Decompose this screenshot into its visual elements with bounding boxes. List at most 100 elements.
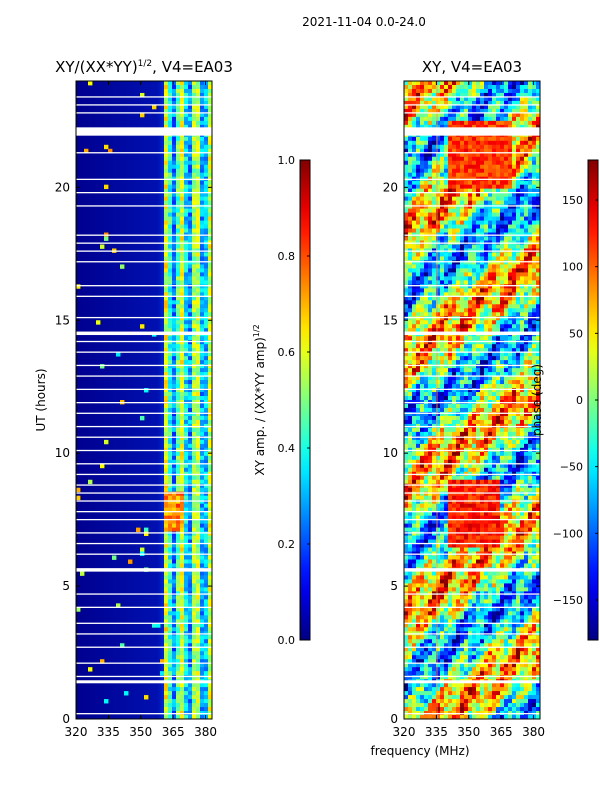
panel2-heatmap-cell (420, 300, 425, 305)
panel2-heatmap-cell (472, 415, 477, 421)
panel1-heatmap-cell (184, 96, 189, 102)
panel2-heatmap-cell (520, 244, 525, 249)
panel2-heatmap-cell (524, 407, 529, 413)
panel1-heatmap-cell (188, 515, 193, 521)
panel1-heatmap-cell (192, 431, 197, 437)
panel2-heatmap-cell (440, 368, 445, 373)
panel1-heatmap-cell (184, 164, 189, 170)
panel2-heatmap-cell (440, 352, 445, 357)
panel1-x-axis: 320 335 350 365 380 (65, 81, 217, 739)
panel2-heatmap-cell (520, 188, 525, 194)
panel2-heatmap-cell (408, 92, 413, 98)
panel1-heatmap-cell (128, 559, 133, 564)
panel2-heatmap-cell (480, 92, 485, 98)
panel1-heatmap-cell (200, 104, 205, 110)
panel2-heatmap-cell (440, 160, 445, 166)
panel2-heatmap-cell (492, 288, 497, 293)
panel2-heatmap-cell (444, 136, 449, 142)
panel1-heatmap-cell (208, 671, 212, 676)
panel1-heatmap-cell (176, 675, 181, 680)
panel2-heatmap-cell (524, 320, 529, 325)
panel2-heatmap-cell (488, 188, 493, 194)
panel1-colorbar-label: XY amp. / (XX*YY amp)1/2 (252, 324, 267, 475)
panel2-heatmap-cell (500, 100, 505, 106)
panel2-heatmap-cell (520, 312, 525, 317)
panel1-heatmap-cell (188, 419, 193, 425)
panel2-heatmap-cell (420, 172, 425, 178)
panel2-heatmap-cell (428, 304, 433, 309)
panel2-heatmap-cell (464, 272, 469, 277)
panel1-flagged-row (76, 96, 212, 98)
panel1-colorbar-tick-label: 1.0 (278, 154, 296, 167)
panel1-heatmap-cell (188, 495, 193, 501)
panel1-heatmap-cell (196, 531, 201, 536)
panel2-heatmap-cell (444, 92, 449, 98)
panel2-heatmap-cell (432, 152, 437, 158)
panel1-heatmap-cell (164, 643, 169, 648)
panel1-heatmap-cell (208, 244, 212, 249)
panel1-heatmap-cell (208, 236, 212, 241)
panel2-heatmap-cell (436, 276, 441, 281)
panel2-heatmap-cell (516, 407, 521, 413)
panel2-heatmap-cell (500, 272, 505, 277)
panel1-heatmap-cell (208, 256, 212, 261)
panel1-heatmap-cell (196, 144, 201, 150)
panel2-heatmap-cell (528, 300, 533, 305)
panel1-heatmap-cell (208, 515, 212, 521)
panel2-heatmap-cell (428, 204, 433, 209)
panel2-heatmap-cell (428, 120, 433, 126)
panel2-heatmap-cell (412, 292, 417, 297)
panel2-heatmap-cell (468, 344, 473, 349)
panel1-heatmap-cell (208, 180, 212, 186)
panel1-heatmap-cell (176, 96, 181, 102)
panel2-heatmap-cell (472, 136, 477, 142)
panel1-heatmap-cell (156, 623, 161, 628)
panel2-heatmap-cell (504, 144, 509, 150)
panel2-heatmap-cell (528, 356, 533, 361)
panel2-heatmap-cell (416, 136, 421, 142)
panel2-heatmap-cell (404, 192, 409, 198)
panel2-heatmap-cell (492, 188, 497, 194)
panel1-heatmap-cell (172, 427, 177, 433)
panel2-heatmap-cell (448, 380, 453, 385)
panel2-heatmap-cell (500, 236, 505, 241)
panel2-heatmap-cell (420, 196, 425, 202)
panel1-heatmap-cell (204, 96, 209, 102)
panel2-heatmap-cell (452, 216, 457, 221)
panel1-ytick-label: 20 (55, 180, 70, 194)
panel1-heatmap-cell (180, 200, 185, 206)
panel1-heatmap-cell (192, 467, 197, 473)
panel2-heatmap-cell (460, 320, 465, 325)
panel1-heatmap-cell (196, 539, 201, 544)
panel1-heatmap-cell (180, 112, 185, 118)
panel2-heatmap-cell (468, 100, 473, 106)
panel1-heatmap-cell (180, 407, 185, 413)
panel2-heatmap-cell (452, 120, 457, 126)
panel2-heatmap-cell (464, 388, 469, 393)
panel2-heatmap-cell (532, 96, 537, 102)
panel1-heatmap-cell (168, 180, 173, 186)
panel2-heatmap-cell (480, 284, 485, 289)
panel2-heatmap-cell (456, 244, 461, 249)
panel1-heatmap-cell (164, 515, 169, 521)
panel2-heatmap-cell (484, 204, 489, 209)
panel2-heatmap-cell (444, 312, 449, 317)
panel2-heatmap-cell (516, 200, 521, 206)
panel1-heatmap-cell (192, 268, 197, 273)
panel2-heatmap-cell (472, 88, 477, 94)
panel2-heatmap-cell (484, 156, 489, 162)
panel2-heatmap-cell (432, 224, 437, 229)
panel2-heatmap-cell (520, 208, 525, 213)
panel2-heatmap-cell (468, 312, 473, 317)
panel1-heatmap-cell (164, 527, 169, 532)
panel1-heatmap-cell (164, 523, 169, 528)
panel2-heatmap-cell (512, 336, 517, 341)
panel1-heatmap-cell (164, 587, 169, 592)
panel1-flagged-row (76, 285, 212, 287)
panel2-heatmap-cell (520, 96, 525, 102)
panel2-heatmap-cell (492, 364, 497, 369)
panel2-heatmap-cell (524, 116, 529, 122)
panel2-heatmap-cell (444, 140, 449, 146)
panel2-heatmap-cell (480, 84, 485, 90)
panel2-heatmap-cell (472, 384, 477, 389)
